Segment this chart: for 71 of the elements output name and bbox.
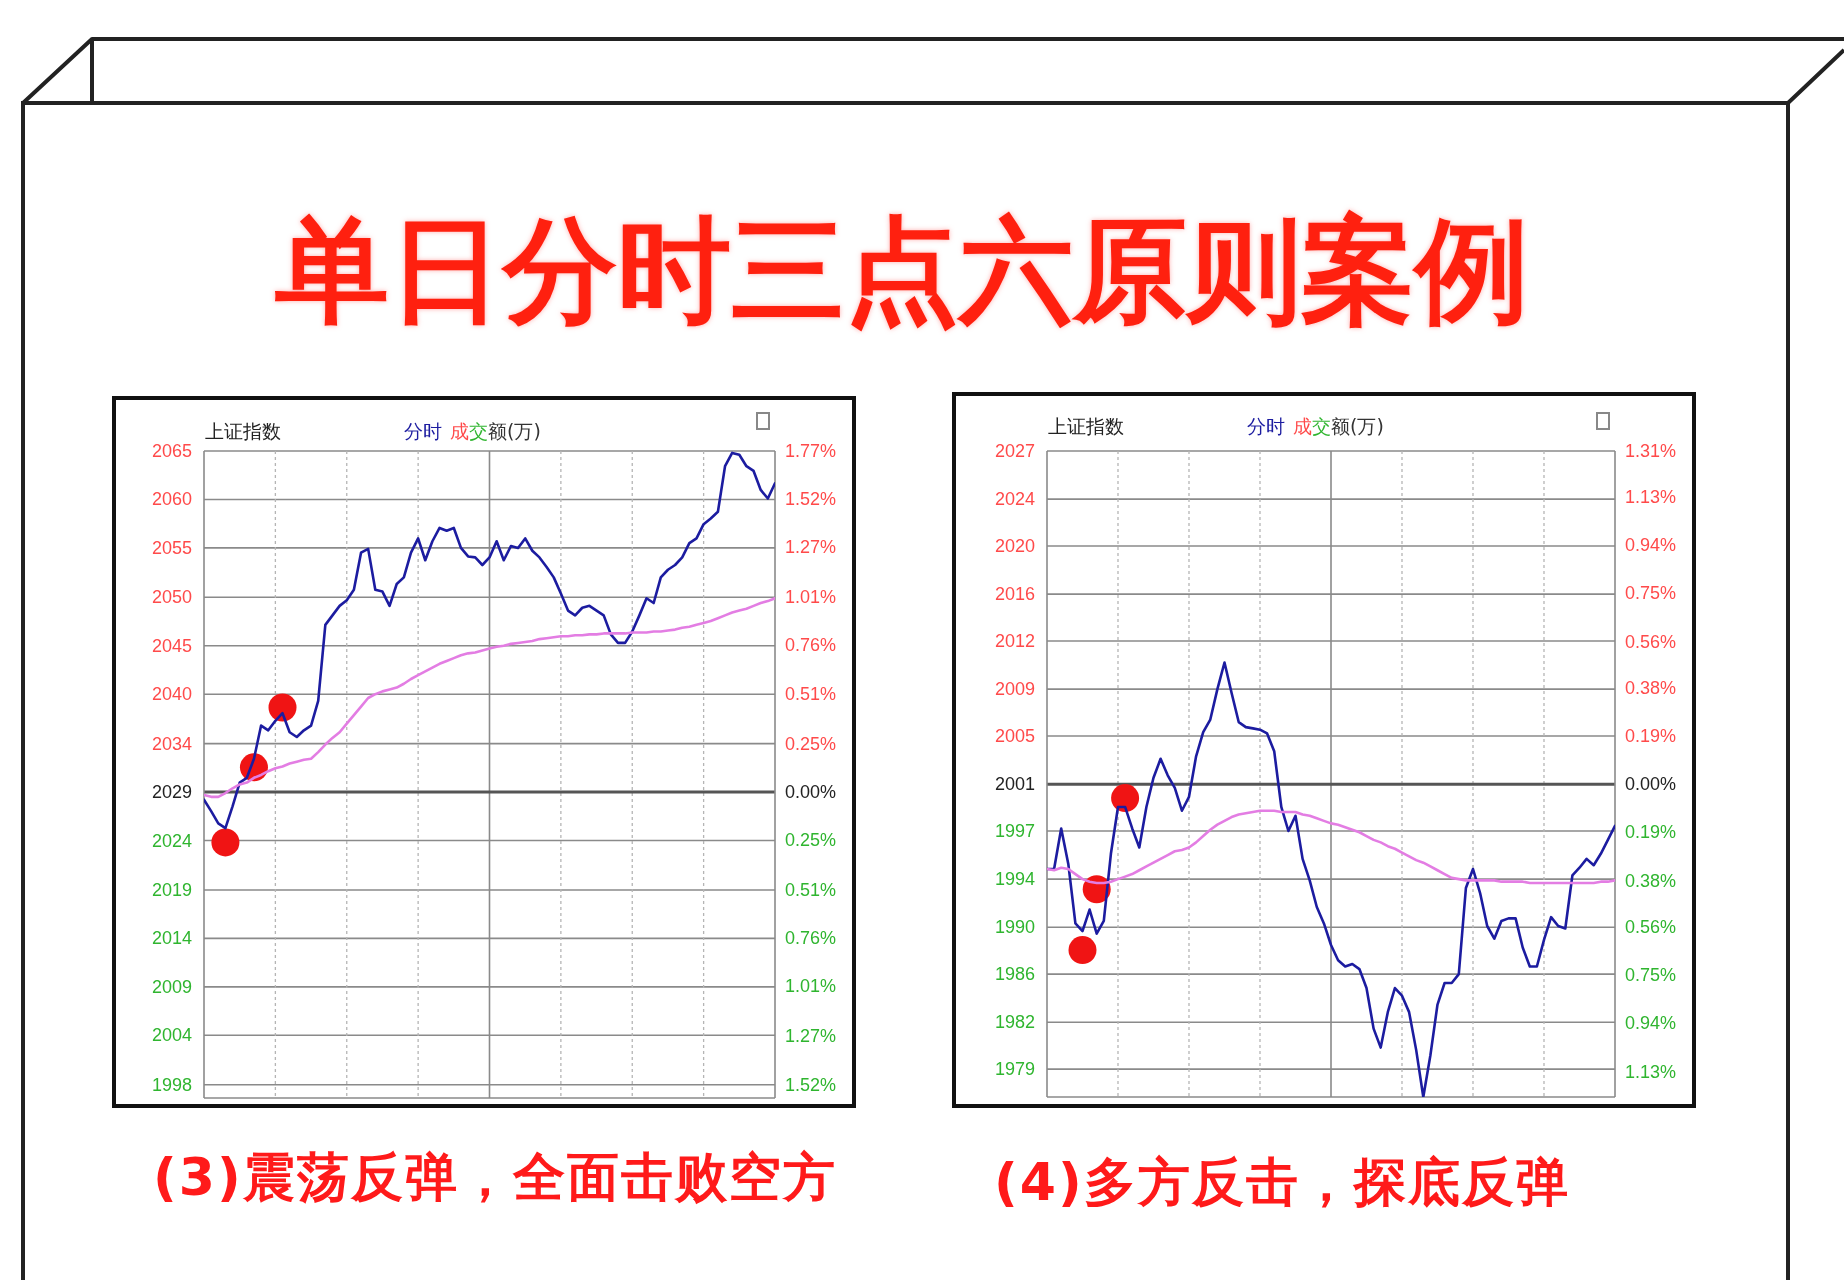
y2-tick-label: 0.38% xyxy=(1625,870,1677,891)
y2-tick-label: 0.94% xyxy=(1625,535,1677,556)
y2-tick-label: 0.75% xyxy=(1625,583,1677,604)
y2-tick-label: 0.56% xyxy=(1625,916,1677,937)
text: 成交额(万) xyxy=(450,420,541,442)
y-tick-label: 2009 xyxy=(151,976,192,997)
chart-title: 上证指数 xyxy=(1048,414,1124,438)
y2-tick-label: 1.52% xyxy=(785,489,837,510)
y-tick-label: 2050 xyxy=(151,587,192,608)
y-tick-label: 2027 xyxy=(994,441,1035,461)
line-series xyxy=(1047,809,1615,885)
text: 成交额(万) xyxy=(1293,415,1384,437)
y2-tick-label: 1.77% xyxy=(785,441,837,461)
y2-tick-label: 0.75% xyxy=(1625,964,1677,985)
y-tick-label: 2055 xyxy=(151,537,192,558)
y2-tick-label: 0.25% xyxy=(785,829,837,850)
y-tick-label: 1990 xyxy=(994,917,1035,938)
y2-tick-label: 0.00% xyxy=(785,781,837,802)
y-tick-label: 2065 xyxy=(151,441,192,461)
y-tick-label: 2005 xyxy=(994,726,1035,746)
y2-tick-label: 1.52% xyxy=(785,1074,837,1095)
y2-tick-label: 0.94% xyxy=(1625,1013,1677,1034)
y-tick-label: 2034 xyxy=(151,733,192,754)
y2-tick-label: 1.27% xyxy=(785,537,837,558)
y2-tick-label: 0.00% xyxy=(1625,774,1677,795)
y2-tick-label: 0.56% xyxy=(1625,631,1677,652)
y-tick-label: 2004 xyxy=(151,1025,192,1046)
y-tick-label: 2009 xyxy=(994,679,1035,700)
text: 分时 xyxy=(404,419,442,443)
y-tick-label: 2024 xyxy=(151,830,192,851)
point xyxy=(211,828,240,857)
y-tick-label: 2024 xyxy=(994,489,1035,510)
y2-tick-label: 0.76% xyxy=(785,928,837,949)
y2-tick-label: 0.25% xyxy=(785,733,837,754)
y2-tick-label: 0.19% xyxy=(1625,822,1677,843)
line-series xyxy=(204,596,775,799)
y-tick-label: 2045 xyxy=(151,635,192,656)
y-tick-label: 2060 xyxy=(151,489,192,510)
y-tick-label: 2029 xyxy=(151,782,192,803)
y2-tick-label: 1.13% xyxy=(1625,486,1677,507)
y-tick-label: 1997 xyxy=(994,821,1035,841)
y-tick-label: 2012 xyxy=(994,631,1035,651)
y2-tick-label: 0.51% xyxy=(785,683,837,704)
chart-title: 上证指数 xyxy=(205,419,281,443)
y2-tick-label: 1.01% xyxy=(785,976,837,997)
y-tick-label: 1998 xyxy=(151,1074,192,1095)
y-tick-label: 2020 xyxy=(994,536,1035,556)
text: (3)震荡反弹，全面击败空方 xyxy=(153,1146,837,1208)
y-tick-label: 2001 xyxy=(994,774,1035,795)
y-tick-label: 1986 xyxy=(994,964,1035,985)
text: 单日分时三点六原则案例 xyxy=(274,203,1530,339)
text: (4)多方反击，探底反弹 xyxy=(994,1151,1570,1213)
y2-tick-label: 1.01% xyxy=(785,587,837,608)
point xyxy=(1068,936,1097,965)
y-tick-label: 1994 xyxy=(994,869,1035,890)
y2-tick-label: 0.76% xyxy=(785,635,837,656)
y2-tick-label: 1.13% xyxy=(1625,1061,1677,1082)
y-tick-label: 2016 xyxy=(994,584,1035,605)
y2-tick-label: 0.38% xyxy=(1625,677,1677,698)
y-tick-label: 1979 xyxy=(994,1059,1035,1080)
y2-tick-label: 1.27% xyxy=(785,1026,837,1047)
point xyxy=(1111,784,1140,813)
y2-tick-label: 0.51% xyxy=(785,880,837,901)
y-tick-label: 2014 xyxy=(151,928,192,949)
y2-tick-label: 0.19% xyxy=(1625,725,1677,746)
y-tick-label: 2040 xyxy=(151,684,192,705)
text: 分时 xyxy=(1247,414,1285,438)
point xyxy=(268,693,297,722)
y2-tick-label: 1.31% xyxy=(1625,441,1677,461)
y-tick-label: 2019 xyxy=(151,879,192,900)
y-tick-label: 1982 xyxy=(994,1012,1035,1033)
